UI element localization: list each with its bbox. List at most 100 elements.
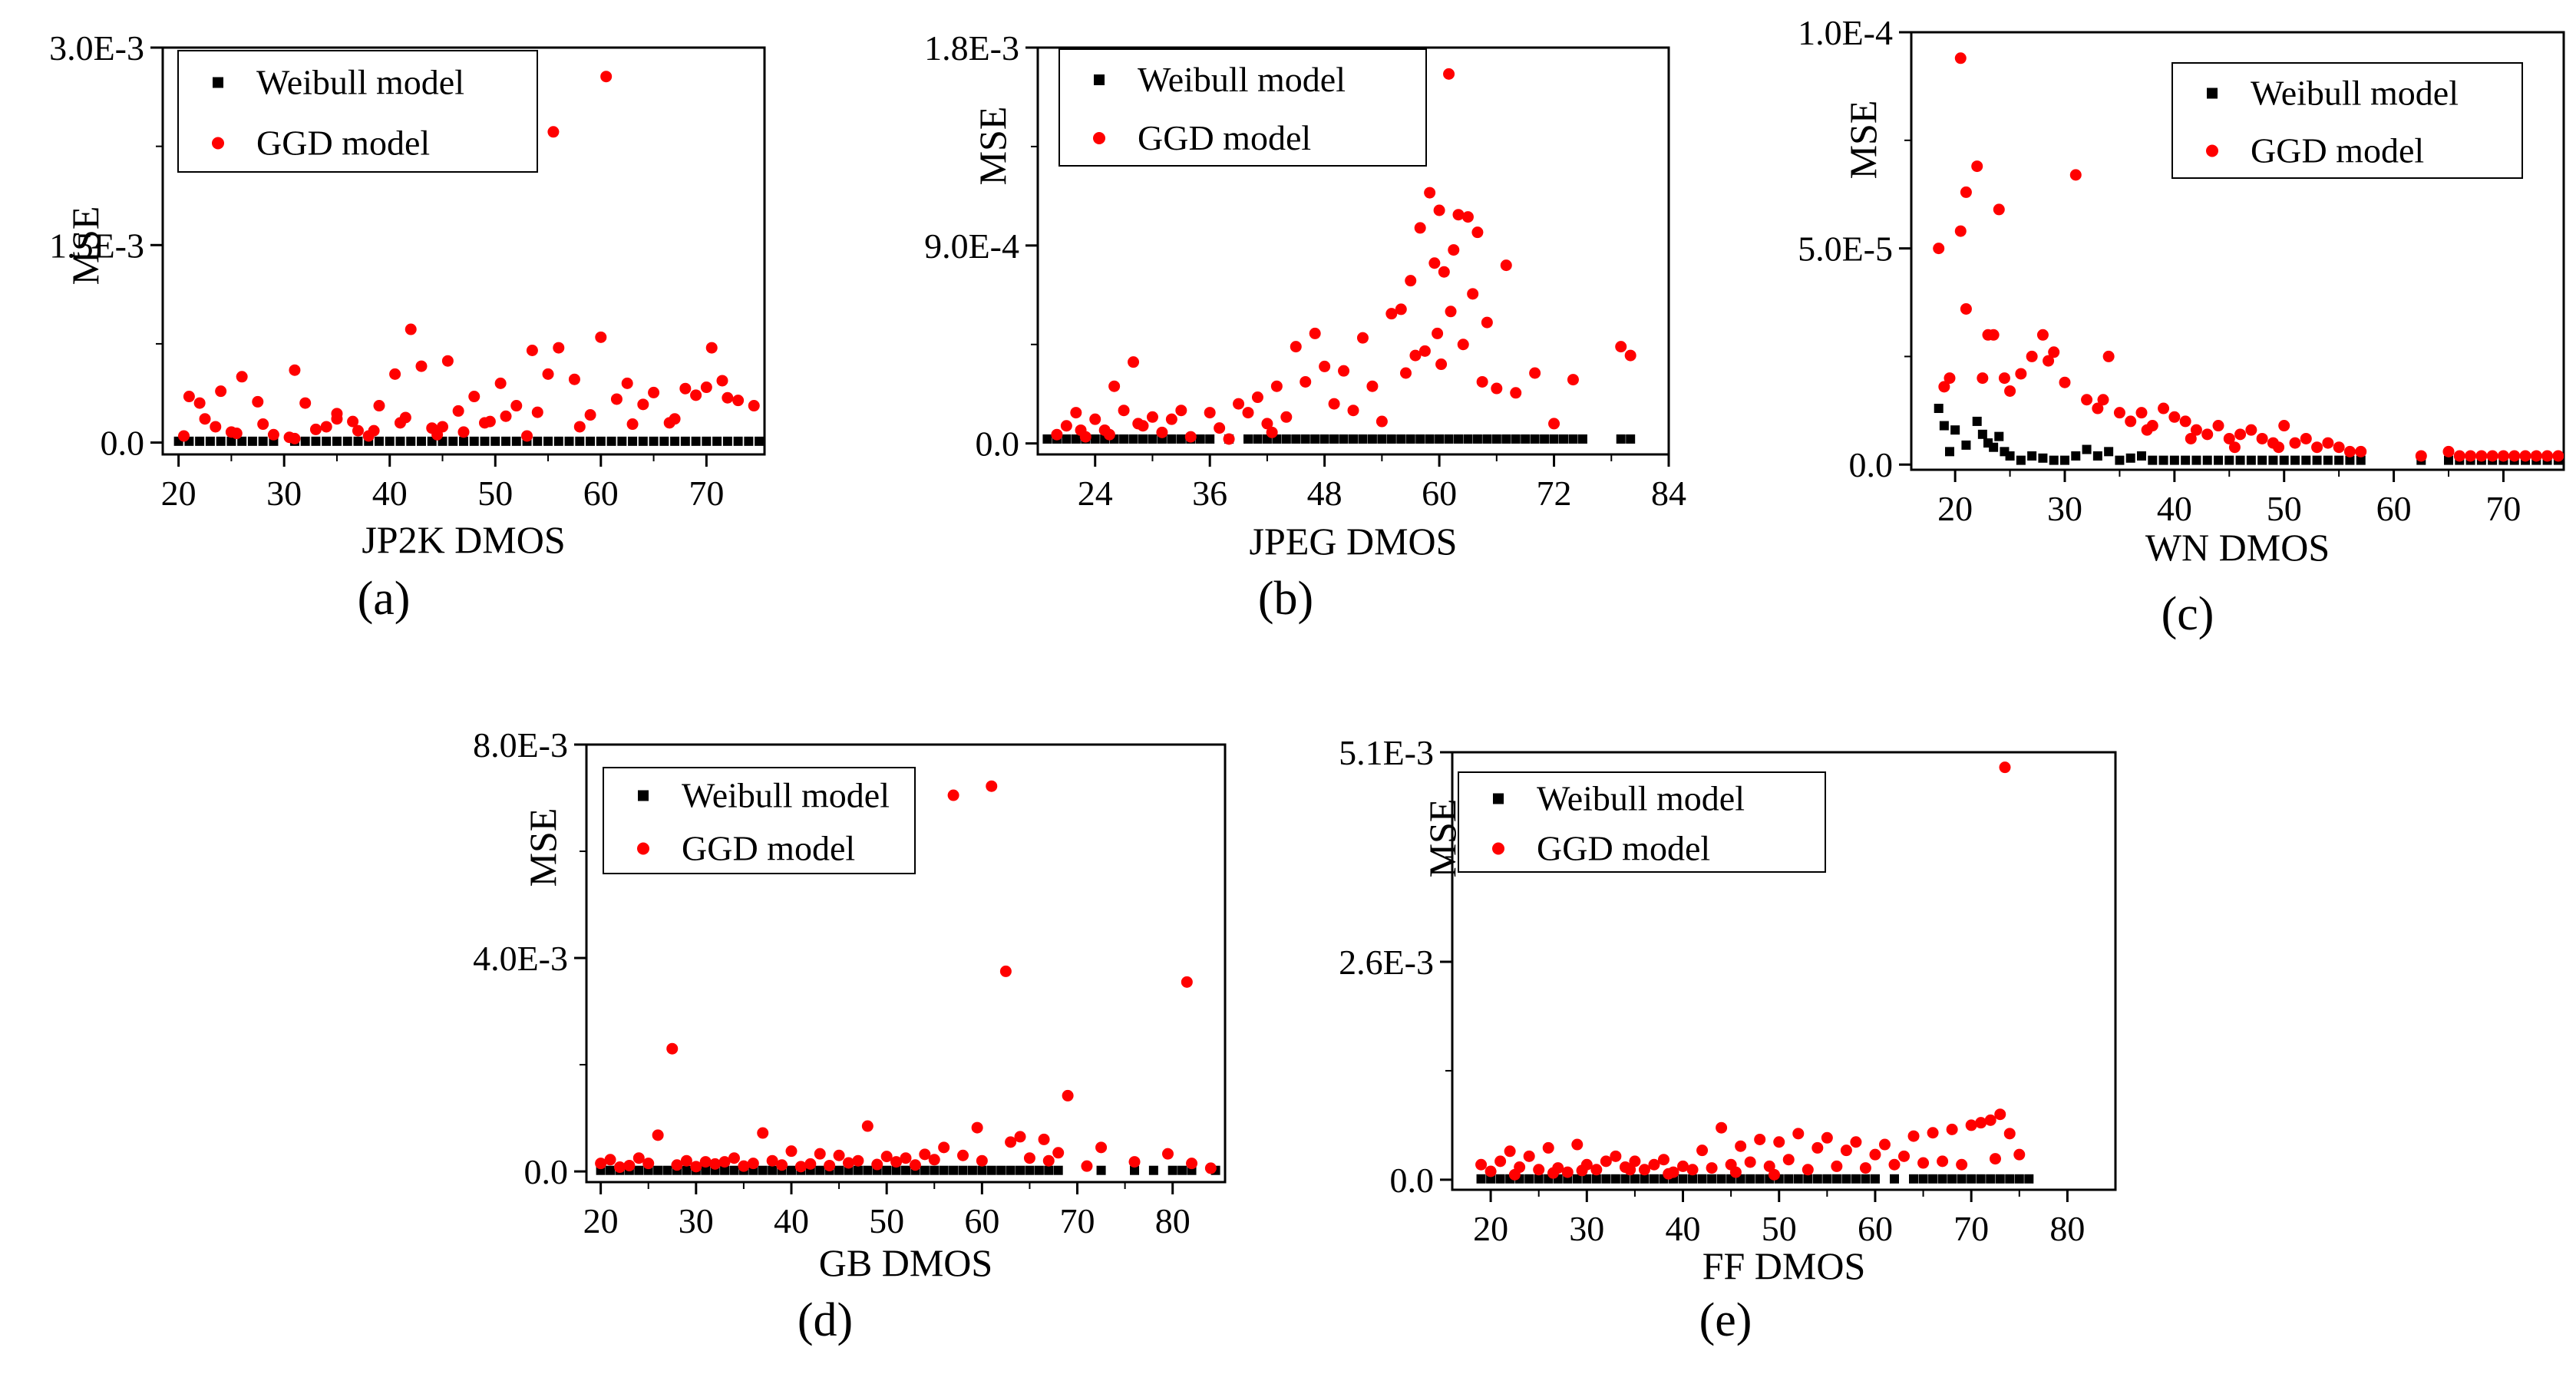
ggd-point bbox=[1768, 1168, 1780, 1181]
weibull-point bbox=[2235, 455, 2245, 465]
y-tick-label: 0.0 bbox=[976, 424, 1020, 464]
weibull-point bbox=[634, 1165, 644, 1175]
weibull-point bbox=[1909, 1174, 1919, 1184]
weibull-point bbox=[606, 1165, 616, 1175]
ggd-point bbox=[1023, 1152, 1035, 1164]
ggd-point bbox=[1280, 411, 1293, 423]
weibull-point bbox=[949, 1165, 959, 1175]
ggd-point bbox=[610, 393, 623, 405]
ggd-point bbox=[2015, 368, 2027, 380]
weibull-point bbox=[353, 436, 363, 446]
ggd-point bbox=[299, 397, 312, 409]
ggd-point bbox=[1471, 226, 1484, 239]
weibull-point bbox=[575, 436, 585, 446]
data-points bbox=[1933, 52, 2564, 465]
weibull-point bbox=[1945, 447, 1954, 457]
legend-square-marker bbox=[638, 790, 649, 801]
x-tick-label: 20 bbox=[161, 474, 197, 513]
weibull-point bbox=[1784, 1174, 1794, 1184]
ggd-point bbox=[2185, 432, 2197, 444]
ggd-point bbox=[1089, 413, 1101, 425]
weibull-point bbox=[448, 436, 458, 446]
weibull-point bbox=[1472, 434, 1482, 444]
x-axis-label: JP2K DMOS bbox=[362, 518, 565, 561]
ggd-point bbox=[785, 1145, 798, 1158]
ggd-point bbox=[1400, 367, 1412, 379]
ggd-point bbox=[510, 400, 523, 412]
weibull-point bbox=[1396, 434, 1406, 444]
ggd-point bbox=[1414, 222, 1426, 234]
weibull-point bbox=[1961, 440, 1971, 450]
x-tick-label: 50 bbox=[1762, 1209, 1797, 1248]
ggd-point bbox=[373, 400, 385, 412]
ggd-point bbox=[2475, 450, 2488, 462]
ggd-point bbox=[757, 1127, 769, 1139]
ggd-point bbox=[1510, 387, 1522, 399]
weibull-point bbox=[2137, 451, 2146, 461]
ggd-point bbox=[690, 389, 702, 401]
ggd-point bbox=[1802, 1164, 1814, 1176]
weibull-point bbox=[2049, 455, 2059, 465]
data-points bbox=[1042, 68, 1636, 445]
ggd-point bbox=[1937, 1155, 1949, 1168]
weibull-point bbox=[882, 1165, 892, 1175]
legend-circle-marker bbox=[637, 842, 649, 855]
ggd-point bbox=[1763, 1160, 1775, 1172]
ggd-point bbox=[494, 377, 507, 389]
ggd-point bbox=[1917, 1157, 1930, 1169]
ggd-point bbox=[1438, 266, 1450, 278]
weibull-point bbox=[1745, 1174, 1755, 1184]
ggd-point bbox=[2228, 441, 2241, 454]
legend-label: GGD model bbox=[682, 829, 855, 868]
ggd-point bbox=[1590, 1164, 1603, 1176]
weibull-point bbox=[1281, 434, 1291, 444]
weibull-point bbox=[1034, 1165, 1044, 1175]
weibull-point bbox=[1582, 1174, 1592, 1184]
weibull-point bbox=[853, 1165, 863, 1175]
ggd-point bbox=[2190, 424, 2202, 436]
weibull-point bbox=[1977, 429, 1987, 439]
ggd-point bbox=[613, 1161, 626, 1174]
ggd-point bbox=[2508, 450, 2521, 462]
weibull-point bbox=[744, 436, 754, 446]
weibull-point bbox=[342, 436, 352, 446]
weibull-point bbox=[1572, 1174, 1582, 1184]
ggd-point bbox=[1376, 415, 1388, 428]
ggd-point bbox=[1859, 1162, 1871, 1174]
ggd-point bbox=[1648, 1158, 1660, 1171]
ggd-point bbox=[1624, 1164, 1636, 1176]
ggd-point bbox=[2273, 441, 2285, 454]
ggd-point bbox=[484, 415, 496, 428]
ggd-point bbox=[637, 398, 649, 411]
weibull-point bbox=[1016, 1165, 1025, 1175]
ggd-point bbox=[1428, 257, 1441, 269]
y-axis-label: MSE bbox=[971, 107, 1014, 186]
ggd-point bbox=[700, 381, 712, 394]
legend-square-marker bbox=[213, 77, 223, 88]
ggd-point bbox=[909, 1159, 921, 1171]
weibull-point bbox=[2257, 455, 2267, 465]
ggd-point bbox=[2355, 445, 2367, 457]
ggd-point bbox=[1042, 1154, 1055, 1167]
weibull-point bbox=[1253, 434, 1263, 444]
ggd-point bbox=[1186, 1158, 1198, 1170]
ggd-point bbox=[1385, 308, 1398, 320]
ggd-point bbox=[595, 1158, 607, 1170]
ggd-point bbox=[1993, 203, 2005, 216]
ggd-point bbox=[1181, 976, 1193, 988]
y-tick-label: 9.0E-4 bbox=[924, 226, 1019, 266]
weibull-point bbox=[1090, 434, 1100, 444]
ggd-point bbox=[2097, 394, 2109, 406]
ggd-point bbox=[452, 405, 464, 417]
weibull-point bbox=[659, 436, 669, 446]
weibull-point bbox=[1205, 434, 1215, 444]
weibull-point bbox=[1937, 1174, 1947, 1184]
plot-frame bbox=[1910, 31, 2565, 471]
weibull-point bbox=[1989, 442, 1999, 452]
weibull-point bbox=[1415, 434, 1425, 444]
x-tick-label: 70 bbox=[1953, 1209, 1989, 1248]
ggd-point bbox=[2179, 415, 2191, 428]
x-tick-label: 40 bbox=[372, 474, 408, 513]
ggd-point bbox=[2486, 450, 2498, 462]
